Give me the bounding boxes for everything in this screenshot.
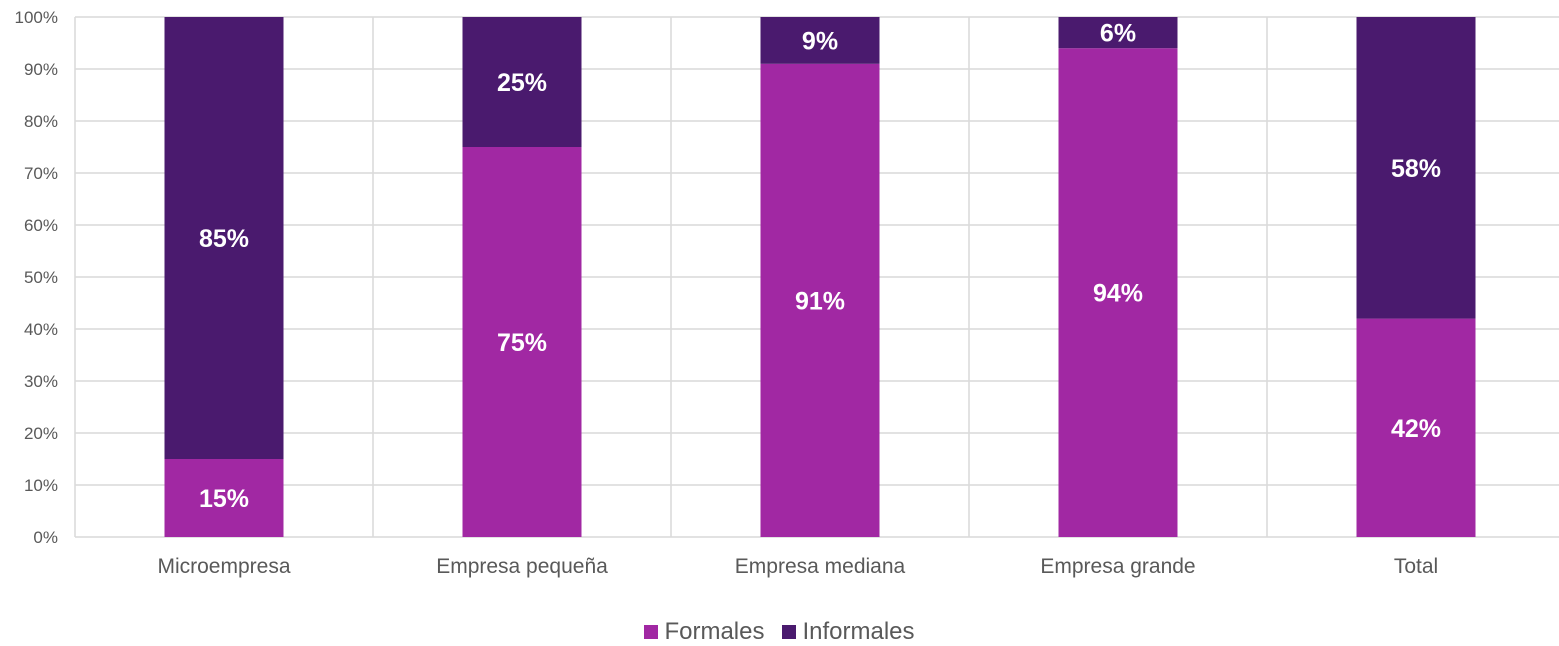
y-tick-label: 70% [24,164,58,183]
data-label: 9% [802,27,838,55]
data-label: 42% [1391,415,1441,443]
data-label: 85% [199,225,249,253]
legend-item-formales: Formales [644,618,764,646]
x-tick-label: Total [1394,555,1438,578]
y-tick-label: 50% [24,268,58,287]
y-tick-label: 10% [24,476,58,495]
legend-label-informales: Informales [802,618,915,645]
y-tick-label: 80% [24,112,58,131]
x-tick-label: Microempresa [157,555,290,578]
bar-informales [1356,17,1476,319]
data-label: 15% [199,485,249,513]
legend-swatch-informales [782,625,797,639]
x-tick-label: Empresa mediana [735,555,906,578]
y-tick-label: 90% [24,60,58,79]
y-tick-label: 30% [24,372,58,391]
legend: Formales Informales [0,618,1559,646]
bar-informales [760,17,880,64]
bar-formales [164,459,284,537]
stacked-bar-chart: 0% 10% 20% 30% 40% 50% 60% 70% 80% 90% 100% 15% 85% M… [15,8,1559,578]
bar-formales [462,147,582,537]
data-label: 75% [497,329,547,357]
data-label: 58% [1391,155,1441,183]
legend-swatch-formales [644,625,659,639]
legend-item-informales: Informales [782,618,915,646]
data-label: 91% [795,287,845,315]
data-label: 94% [1093,280,1143,308]
bar-formales [1058,48,1178,537]
y-tick-label: 60% [24,216,58,235]
y-tick-label: 100% [15,8,58,27]
legend-label-formales: Formales [664,618,765,645]
data-label: 25% [497,69,547,97]
bar-formales [760,63,880,538]
data-label: 6% [1100,20,1136,48]
bar-formales [1356,318,1476,537]
x-tick-label: Empresa pequeña [436,555,608,578]
y-tick-label: 0% [33,528,58,547]
bar-informales [164,17,284,459]
x-tick-label: Empresa grande [1040,555,1195,578]
bar-informales [1058,17,1178,49]
bar-informales [462,17,582,147]
y-tick-label: 40% [24,320,58,339]
y-tick-label: 20% [24,424,58,443]
